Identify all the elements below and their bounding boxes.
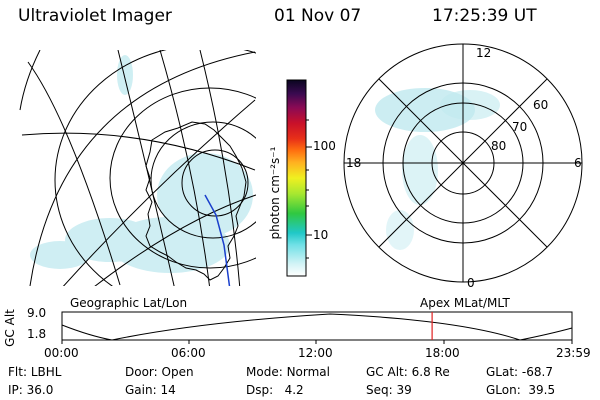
polar-plot	[343, 43, 583, 283]
ip-info: IP: 36.0	[8, 383, 54, 397]
glat-info: GLat: -68.7	[486, 365, 553, 379]
gain-value: 14	[160, 383, 176, 397]
colorbar-tick-10: 10	[313, 228, 329, 242]
altitude-ymax: 9.0	[27, 306, 47, 320]
spacecraft-track	[204, 194, 231, 286]
colorbar-unit-label: photon cm⁻²s⁻¹	[268, 146, 282, 240]
glon-info: GLon: 39.5	[486, 383, 556, 397]
colorbar-tick-100: 100	[313, 139, 336, 153]
mlat-60-label: 60	[533, 98, 549, 112]
door-info: Door: Open	[125, 365, 194, 379]
altitude-curve	[61, 313, 573, 341]
mlt-6-label: 6	[574, 156, 582, 170]
altitude-ylabel: GC Alt	[2, 309, 17, 347]
glat-value: -68.7	[521, 365, 553, 379]
time-label: 17:25:39 UT	[432, 6, 537, 26]
dsp-value: 4.2	[284, 383, 304, 397]
seq-value: 39	[396, 383, 412, 397]
colorbar	[286, 79, 312, 277]
mlt-12-label: 12	[476, 46, 492, 60]
gain-info: Gain: 14	[125, 383, 176, 397]
apex-label: Apex MLat/MLT	[420, 296, 510, 310]
date-label: 01 Nov 07	[274, 6, 362, 26]
geographic-map	[19, 50, 256, 286]
coastline	[145, 121, 247, 281]
instrument-title: Ultraviolet Imager	[18, 6, 172, 26]
mode-info: Mode: Normal	[246, 365, 330, 379]
mlat-80-label: 80	[491, 139, 507, 153]
door-value: Open	[161, 365, 194, 379]
seq-info: Seq: 39	[366, 383, 412, 397]
dsp-info: Dsp: 4.2	[246, 383, 304, 397]
ip-value: 36.0	[26, 383, 54, 397]
x-tick-3: 18:00	[425, 346, 460, 360]
x-tick-2: 12:00	[298, 346, 333, 360]
filter-info: Flt: LBHL	[8, 365, 62, 379]
filter-value: LBHL	[30, 365, 62, 379]
glon-value: 39.5	[528, 383, 556, 397]
geographic-label: Geographic Lat/Lon	[70, 296, 188, 310]
mlt-18-label: 18	[346, 156, 362, 170]
mode-value: Normal	[286, 365, 330, 379]
x-tick-0: 00:00	[44, 346, 79, 360]
x-tick-1: 06:00	[171, 346, 206, 360]
gcalt-value: 6.8 Re	[411, 365, 450, 379]
aurora-emission	[30, 55, 253, 273]
mlat-70-label: 70	[512, 120, 528, 134]
altitude-ymin: 1.8	[27, 327, 47, 341]
gcalt-info: GC Alt: 6.8 Re	[366, 365, 450, 379]
mlt-0-label: 0	[467, 276, 475, 290]
x-tick-4: 23:59	[556, 346, 591, 360]
altitude-plot	[61, 311, 573, 344]
